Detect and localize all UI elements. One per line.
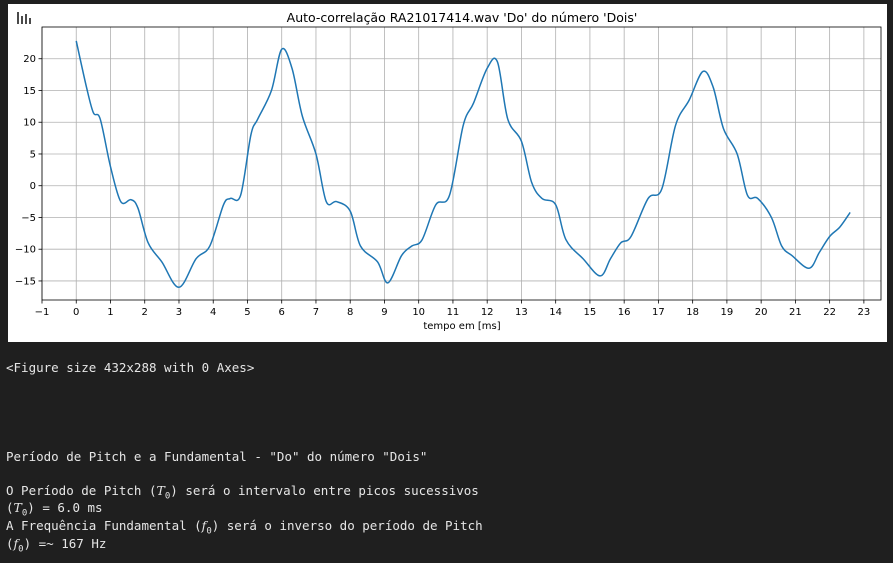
pitch-period-value: (T0) = 6.0 ms — [6, 500, 103, 519]
fundamental-value: (f0) =~ 167 Hz — [6, 536, 107, 555]
series-group — [75, 40, 851, 289]
x-tick-label: 6 — [279, 307, 285, 318]
x-tick-label: 2 — [142, 307, 148, 318]
x-tick-label: 13 — [515, 307, 528, 318]
grid-lines — [41, 27, 881, 300]
y-tick-label: 15 — [23, 86, 36, 97]
x-tick-label: 16 — [618, 307, 631, 318]
autocorrelation-line — [75, 40, 851, 289]
x-tick-label: 19 — [721, 307, 734, 318]
x-tick-label: 8 — [347, 307, 353, 318]
x-tick-label: 5 — [244, 307, 250, 318]
axis-ticks: −1 0 1 2 3 4 5 6 7 8 9 10 11 12 13 14 15 16 17 18 19 20 21 22 23… — [15, 54, 870, 318]
x-tick-label: 7 — [313, 307, 319, 318]
x-tick-label: −1 — [35, 307, 50, 318]
fundamental-line: A Frequência Fundamental (f0) será o inv… — [6, 518, 483, 537]
y-tick-label: 5 — [30, 149, 36, 160]
y-tick-label: −10 — [15, 245, 36, 256]
x-axis-label: tempo em [ms] — [423, 321, 500, 332]
x-tick-label: 22 — [823, 307, 836, 318]
chart-icon[interactable] — [17, 12, 31, 24]
y-tick-label: −5 — [21, 213, 36, 224]
x-tick-label: 12 — [481, 307, 494, 318]
x-tick-label: 14 — [549, 307, 562, 318]
autocorrelation-chart: Auto-correlação RA21017414.wav 'Do' do n… — [15, 10, 882, 332]
figure-repr: <Figure size 432x288 with 0 Axes> — [6, 360, 255, 375]
chart-title: Auto-correlação RA21017414.wav 'Do' do n… — [287, 10, 638, 25]
x-tick-label: 9 — [381, 307, 387, 318]
x-tick-label: 17 — [652, 307, 665, 318]
y-tick-label: 10 — [23, 118, 36, 129]
x-tick-label: 15 — [584, 307, 597, 318]
x-tick-label: 0 — [73, 307, 79, 318]
x-tick-label: 20 — [755, 307, 768, 318]
x-tick-label: 23 — [858, 307, 871, 318]
pitch-period-line: O Período de Pitch (T0) será o intervalo… — [6, 483, 479, 502]
x-tick-label: 10 — [412, 307, 425, 318]
y-tick-label: −15 — [15, 276, 36, 287]
figure-canvas: Auto-correlação RA21017414.wav 'Do' do n… — [8, 4, 887, 342]
x-tick-label: 18 — [686, 307, 699, 318]
y-tick-label: 0 — [30, 181, 36, 192]
y-tick-label: 20 — [23, 54, 36, 65]
x-tick-label: 11 — [447, 307, 460, 318]
plot-frame — [41, 26, 882, 301]
x-tick-label: 4 — [210, 307, 216, 318]
x-tick-label: 1 — [107, 307, 113, 318]
x-tick-label: 3 — [176, 307, 182, 318]
section-heading: Período de Pitch e a Fundamental - "Do" … — [6, 449, 428, 464]
x-tick-label: 21 — [789, 307, 802, 318]
